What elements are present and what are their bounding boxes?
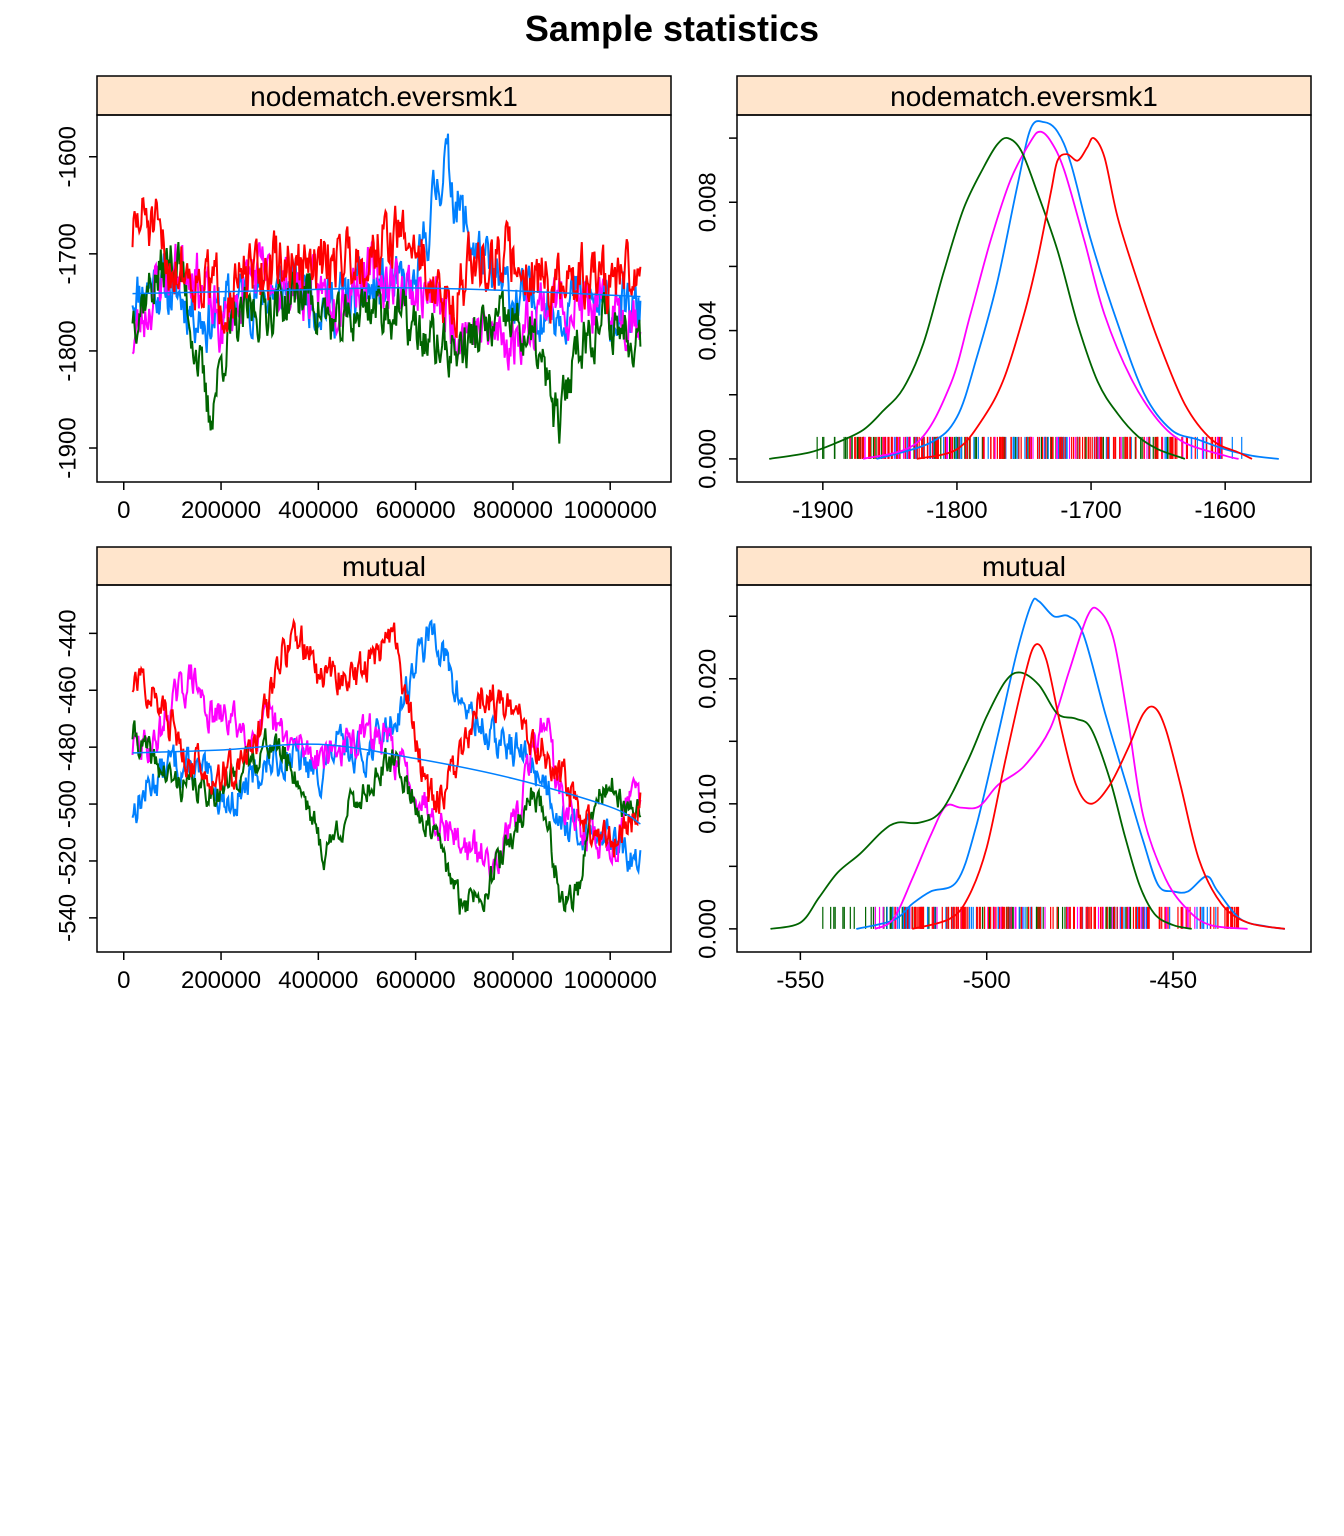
x-tick-label: -450 bbox=[1149, 967, 1197, 994]
y-tick-label: -460 bbox=[54, 666, 81, 714]
x-tick-label: 200000 bbox=[181, 497, 261, 524]
plot-area bbox=[769, 120, 1279, 460]
density-line-0 bbox=[856, 597, 1286, 930]
strip-label: nodematch.eversmk1 bbox=[890, 81, 1158, 112]
panel-trace-mutual: mutual 0 200000 400000 600000 800000 1000000 -5… bbox=[54, 546, 672, 994]
strip-label: mutual bbox=[982, 551, 1066, 582]
y-tick-label: -1900 bbox=[54, 417, 81, 478]
trace-line-2 bbox=[131, 242, 642, 444]
main-title: Sample statistics bbox=[524, 8, 820, 49]
x-tick-label: 400000 bbox=[278, 967, 358, 994]
smooth-line bbox=[132, 287, 641, 298]
density-line-3 bbox=[916, 137, 1253, 460]
x-tick-label: -550 bbox=[776, 967, 824, 994]
strip-background bbox=[736, 75, 1312, 116]
density-line-2 bbox=[770, 671, 1192, 930]
x-tick-label: 600000 bbox=[376, 497, 456, 524]
strip-label: mutual bbox=[342, 551, 426, 582]
density-line-1 bbox=[862, 130, 1239, 460]
y-tick-label: 0.010 bbox=[694, 774, 721, 834]
y-tick-label: -520 bbox=[54, 837, 81, 885]
y-tick-label: -540 bbox=[54, 894, 81, 942]
y-tick-label: 0.000 bbox=[694, 429, 721, 489]
y-tick-label: 0.008 bbox=[694, 172, 721, 232]
x-tick-label: -1900 bbox=[792, 497, 853, 524]
density-line-3 bbox=[911, 643, 1286, 930]
x-tick-label: 400000 bbox=[278, 497, 358, 524]
y-tick-label: -1800 bbox=[54, 320, 81, 381]
panel-frame bbox=[736, 584, 1312, 953]
panel-density-nodematch: nodematch.eversmk1 -1900 -1800 -1700 -1600 0.… bbox=[694, 75, 1312, 524]
y-tick-label: -1600 bbox=[54, 126, 81, 187]
x-tick-label: 600000 bbox=[376, 967, 456, 994]
y-tick-label: -500 bbox=[54, 780, 81, 828]
trace-line-3 bbox=[131, 196, 642, 339]
strip-background bbox=[96, 546, 672, 586]
y-tick-label: 0.000 bbox=[694, 899, 721, 959]
y-tick-label: -480 bbox=[54, 723, 81, 771]
x-tick-label: -500 bbox=[963, 967, 1011, 994]
trace-line-2 bbox=[131, 720, 642, 915]
trace-line-0 bbox=[131, 618, 642, 876]
density-line-1 bbox=[874, 606, 1248, 930]
x-tick-label: 800000 bbox=[473, 497, 553, 524]
panel-frame bbox=[96, 114, 672, 483]
smooth-line bbox=[132, 743, 641, 825]
trace-line-1 bbox=[131, 239, 642, 371]
panel-frame bbox=[96, 584, 672, 953]
trace-line-1 bbox=[131, 664, 642, 882]
x-tick-label: 800000 bbox=[473, 967, 553, 994]
trace-line-3 bbox=[131, 617, 642, 858]
x-tick-label: -1600 bbox=[1194, 497, 1255, 524]
x-tick-label: 0 bbox=[117, 497, 130, 524]
x-tick-label: -1700 bbox=[1060, 497, 1121, 524]
y-tick-label: 0.004 bbox=[694, 301, 721, 361]
density-line-0 bbox=[876, 120, 1279, 460]
panel-density-mutual: mutual -550 -500 -450 0.000 0.010 0.020 bbox=[694, 546, 1312, 994]
strip-label: nodematch.eversmk1 bbox=[250, 81, 518, 112]
plot-area bbox=[131, 617, 642, 915]
y-tick-label: -440 bbox=[54, 609, 81, 657]
plot-area bbox=[131, 133, 642, 444]
panel-frame bbox=[736, 114, 1312, 483]
plot-area bbox=[770, 597, 1286, 930]
density-line-2 bbox=[769, 136, 1186, 460]
strip-background bbox=[96, 75, 672, 116]
y-tick-label: -1700 bbox=[54, 223, 81, 284]
x-tick-label: 200000 bbox=[181, 967, 261, 994]
x-tick-label: 1000000 bbox=[563, 497, 656, 524]
y-tick-label: 0.020 bbox=[694, 649, 721, 709]
x-tick-label: 0 bbox=[117, 967, 130, 994]
x-tick-label: 1000000 bbox=[563, 967, 656, 994]
panel-trace-nodematch: nodematch.eversmk1 0 200000 400000 600000 800… bbox=[54, 75, 672, 524]
x-tick-label: -1800 bbox=[926, 497, 987, 524]
